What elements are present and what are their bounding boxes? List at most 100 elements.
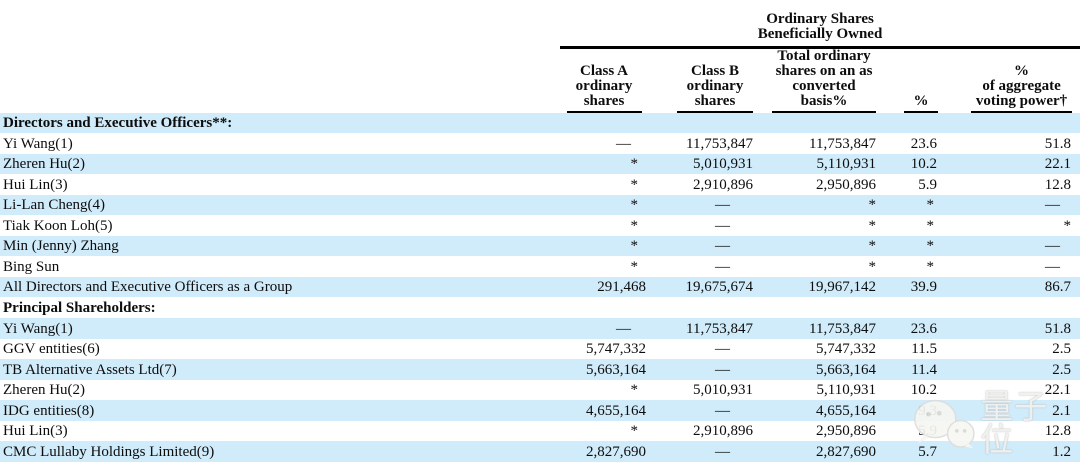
shareholder-name-cell: Li-Lan Cheng(4) bbox=[3, 197, 106, 214]
table-row: Yi Wang(1) — 11,753,847 11,753,847 23.6 … bbox=[0, 317, 1080, 339]
percent-cell: * bbox=[926, 217, 935, 234]
table-row: Zheren Hu(2) * 5,010,931 5,110,931 10.2 … bbox=[0, 380, 1080, 401]
voting-power-cell: 12.8 bbox=[1044, 176, 1072, 193]
class-b-shares-cell: — bbox=[715, 197, 730, 214]
class-a-shares-cell: * bbox=[630, 238, 639, 255]
total-shares-cell: * bbox=[868, 258, 877, 275]
total-shares-cell: 2,950,896 bbox=[816, 423, 876, 440]
voting-power-cell: — bbox=[1045, 258, 1061, 275]
total-shares-cell bbox=[756, 113, 878, 134]
class-a-shares-cell: * bbox=[630, 176, 639, 193]
voting-power-cell: — bbox=[1045, 197, 1061, 214]
class-b-shares-cell: — bbox=[715, 341, 730, 358]
voting-power-cell: 51.8 bbox=[1044, 135, 1072, 152]
class-a-shares-cell: * bbox=[630, 197, 639, 214]
total-shares-cell: 5,747,332 bbox=[816, 341, 876, 358]
voting-power-cell: 2.1 bbox=[1052, 402, 1072, 419]
percent-cell: 10.2 bbox=[910, 156, 937, 173]
percent-cell: 9.3 bbox=[918, 402, 937, 419]
table-row: Hui Lin(3) * 2,910,896 2,950,896 5.9 12.… bbox=[0, 421, 1080, 442]
class-b-shares-cell: — bbox=[715, 361, 730, 378]
voting-power-cell bbox=[938, 113, 1080, 134]
percent-cell: 5.9 bbox=[918, 176, 937, 193]
percent-cell: 10.2 bbox=[910, 382, 937, 399]
voting-power-cell: 2.5 bbox=[1052, 341, 1072, 358]
total-shares-cell bbox=[756, 297, 878, 318]
table-row-group-total: All Directors and Executive Officers as … bbox=[0, 276, 1080, 298]
voting-power-cell: 12.8 bbox=[1044, 423, 1072, 440]
voting-power-cell: 22.1 bbox=[1044, 382, 1072, 399]
class-b-shares-cell: — bbox=[715, 238, 730, 255]
class-a-shares-cell: — bbox=[616, 320, 631, 337]
shareholder-name-cell: Hui Lin(3) bbox=[3, 176, 68, 193]
shareholder-name-cell: Zheren Hu(2) bbox=[3, 156, 86, 173]
total-shares-cell: 2,950,896 bbox=[816, 176, 876, 193]
percent-cell: * bbox=[926, 197, 935, 214]
percent-cell: 39.9 bbox=[910, 279, 937, 296]
voting-power-cell: * bbox=[1063, 217, 1072, 234]
total-shares-cell: 4,655,164 bbox=[816, 402, 876, 419]
table-row: TB Alternative Assets Ltd(7) 5,663,164 —… bbox=[0, 359, 1080, 380]
class-a-shares-cell bbox=[560, 297, 648, 318]
class-b-shares-cell: 2,910,896 bbox=[693, 176, 753, 193]
class-a-shares-cell: 291,468 bbox=[597, 279, 646, 296]
class-b-shares-cell: 11,753,847 bbox=[686, 135, 753, 152]
table-row: Bing Sun * — * * — bbox=[0, 256, 1080, 277]
class-b-shares-cell bbox=[648, 297, 756, 318]
percent-cell bbox=[878, 113, 938, 134]
empty-header-cell bbox=[0, 47, 560, 113]
class-b-shares-cell: — bbox=[715, 402, 730, 419]
voting-power-cell: 86.7 bbox=[1044, 279, 1072, 296]
percent-cell: 23.6 bbox=[910, 320, 937, 337]
column-header-total-converted: Total ordinary shares on an as converted ba… bbox=[756, 47, 878, 113]
group-header-row: Ordinary Shares Beneficially Owned bbox=[0, 0, 1080, 49]
shareholder-name-cell: All Directors and Executive Officers as … bbox=[3, 279, 293, 296]
class-a-shares-cell: * bbox=[630, 423, 639, 440]
percent-cell: 5.7 bbox=[918, 443, 937, 460]
class-b-shares-cell: 2,910,896 bbox=[693, 423, 753, 440]
percent-cell bbox=[878, 297, 938, 318]
shareholder-name-cell: Min (Jenny) Zhang bbox=[3, 238, 119, 255]
total-shares-cell: * bbox=[868, 238, 877, 255]
shareholder-name-cell: IDG entities(8) bbox=[3, 402, 95, 419]
shareholder-name-cell: CMC Lullaby Holdings Limited(9) bbox=[3, 443, 215, 460]
total-shares-cell: 5,110,931 bbox=[816, 382, 876, 399]
voting-power-cell: 2.5 bbox=[1052, 361, 1072, 378]
table-row-section-directors: Directors and Executive Officers**: bbox=[0, 112, 1080, 134]
voting-power-cell: — bbox=[1045, 238, 1061, 255]
shareholder-name-cell: TB Alternative Assets Ltd(7) bbox=[3, 361, 177, 378]
total-shares-cell: 19,967,142 bbox=[808, 279, 877, 296]
total-shares-cell: 11,753,847 bbox=[809, 135, 876, 152]
percent-cell: 5.9 bbox=[918, 423, 937, 440]
class-b-shares-cell: 19,675,674 bbox=[685, 279, 754, 296]
class-b-shares-cell: — bbox=[715, 443, 730, 460]
group-header-line1: Ordinary Shares bbox=[766, 10, 874, 27]
shareholder-name-cell: Zheren Hu(2) bbox=[3, 382, 86, 399]
shareholder-name-cell: Tiak Koon Loh(5) bbox=[3, 217, 113, 234]
total-shares-cell: * bbox=[868, 197, 877, 214]
total-shares-cell: 5,110,931 bbox=[816, 156, 876, 173]
total-shares-cell: 11,753,847 bbox=[809, 320, 876, 337]
shareholder-name-cell: Hui Lin(3) bbox=[3, 423, 68, 440]
table-row: Hui Lin(3) * 2,910,896 2,950,896 5.9 12.… bbox=[0, 174, 1080, 195]
empty-corner-cell bbox=[0, 0, 560, 47]
total-shares-cell: 2,827,690 bbox=[816, 443, 876, 460]
class-b-shares-cell: — bbox=[715, 217, 730, 234]
table-row-section-principal-shareholders: Principal Shareholders: bbox=[0, 297, 1080, 318]
total-shares-cell: * bbox=[868, 217, 877, 234]
total-shares-cell: 5,663,164 bbox=[816, 361, 876, 378]
shareholding-table: Ordinary Shares Beneficially Owned Class… bbox=[0, 0, 1080, 462]
class-a-shares-cell: * bbox=[630, 258, 639, 275]
class-a-shares-cell: 5,747,332 bbox=[586, 341, 646, 358]
table-row: Zheren Hu(2) * 5,010,931 5,110,931 10.2 … bbox=[0, 153, 1080, 175]
class-a-shares-cell: * bbox=[630, 217, 639, 234]
percent-cell: * bbox=[926, 238, 935, 255]
table-row: Yi Wang(1) — 11,753,847 11,753,847 23.6 … bbox=[0, 133, 1080, 154]
table-row: Li-Lan Cheng(4) * — * * — bbox=[0, 194, 1080, 216]
class-b-shares-cell: 11,753,847 bbox=[686, 320, 753, 337]
table-row: Tiak Koon Loh(5) * — * * * bbox=[0, 215, 1080, 236]
class-b-shares-cell: — bbox=[715, 258, 730, 275]
